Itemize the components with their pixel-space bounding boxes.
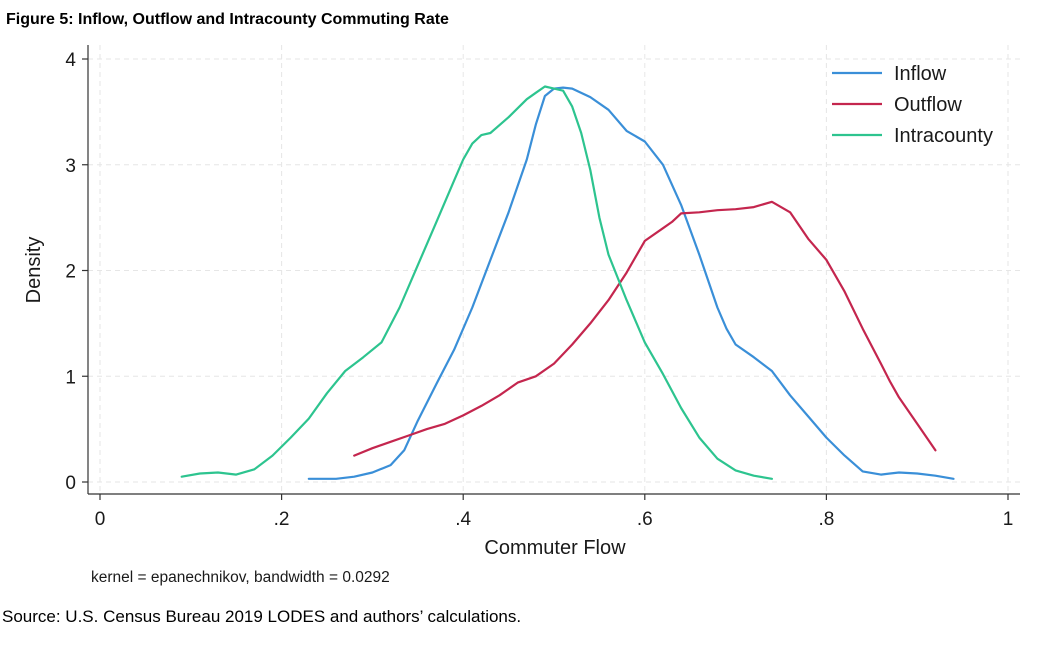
legend: Inflow Outflow Intracounty [832,63,993,147]
y-tick-label: 3 [65,156,76,177]
x-tick-label: .4 [455,509,471,530]
legend-label-inflow: Inflow [894,63,947,85]
legend-label-outflow: Outflow [894,94,962,116]
x-tick-label: .6 [637,509,653,530]
source-note: Source: U.S. Census Bureau 2019 LODES an… [2,607,522,626]
x-tick-label: 0 [95,509,106,530]
axes: 0 1 2 3 4 0 .2 .4 .6 .8 1 [65,45,1020,530]
y-tick-label: 4 [65,50,76,71]
legend-label-intracounty: Intracounty [894,125,993,147]
density-chart: 0 1 2 3 4 0 .2 .4 .6 .8 1 Inflow Outflow Intracounty… [23,45,1020,586]
x-tick-label: .2 [274,509,290,530]
kernel-note: kernel = epanechnikov, bandwidth = 0.029… [91,569,390,586]
series-layer [180,85,955,480]
y-tick-label: 1 [65,367,76,388]
x-tick-label: .8 [818,509,834,530]
series-line-inflow [307,86,955,480]
y-tick-label: 0 [65,473,76,494]
x-axis-title: Commuter Flow [484,537,626,559]
y-axis-title: Density [23,237,45,304]
figure-title: Figure 5: Inflow, Outflow and Intracount… [6,11,449,28]
y-tick-label: 2 [65,262,76,283]
series-line-outflow [353,200,937,457]
x-tick-label: 1 [1003,509,1014,530]
series-line-intracounty [180,85,773,480]
gridlines [88,45,1020,494]
